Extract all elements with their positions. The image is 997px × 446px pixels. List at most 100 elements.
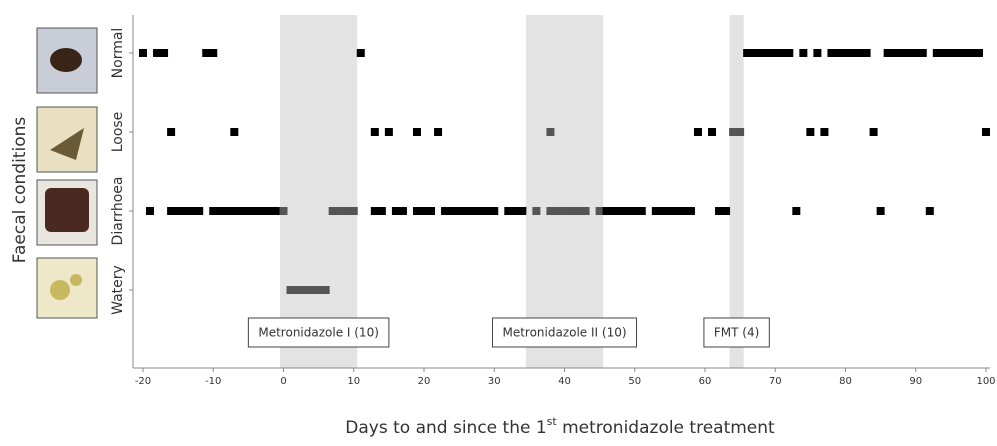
day-marker [160, 49, 168, 57]
day-marker [722, 207, 730, 215]
day-marker [687, 207, 695, 215]
day-marker [553, 207, 561, 215]
periods [280, 15, 744, 368]
day-marker [139, 49, 147, 57]
day-marker [870, 128, 878, 136]
day-marker [230, 207, 238, 215]
day-marker [898, 49, 906, 57]
day-marker [736, 128, 744, 136]
day-marker [631, 207, 639, 215]
day-marker [785, 49, 793, 57]
period-label: FMT (4) [714, 326, 759, 340]
day-marker [343, 207, 351, 215]
day-marker [792, 207, 800, 215]
y-tick-label: Loose [110, 112, 126, 153]
x-tick-label: 20 [418, 376, 431, 387]
y-tick-label: Diarrhoea [110, 177, 126, 246]
x-tick-label: 30 [488, 376, 501, 387]
day-marker [251, 207, 259, 215]
period-label: Metronidazole I (10) [258, 326, 379, 340]
day-marker [504, 207, 512, 215]
day-marker [469, 207, 477, 215]
day-marker [778, 49, 786, 57]
x-axis-title-part: Days to and since the 1 [345, 418, 546, 438]
period-label: Metronidazole II (10) [502, 326, 626, 340]
day-marker [216, 207, 224, 215]
day-marker [434, 128, 442, 136]
x-tick-label: 10 [347, 376, 360, 387]
period-band [280, 15, 357, 368]
day-marker [652, 207, 660, 215]
day-marker [294, 286, 302, 294]
x-tick-label: 50 [628, 376, 641, 387]
day-marker [757, 49, 765, 57]
x-tick-label: 70 [769, 376, 782, 387]
x-tick-label: 40 [558, 376, 571, 387]
day-marker [308, 286, 316, 294]
day-marker [181, 207, 189, 215]
day-marker [258, 207, 266, 215]
x-axis-title-part: metronidazole treatment [557, 418, 775, 438]
day-marker [448, 207, 456, 215]
day-marker [174, 207, 182, 215]
day-marker [462, 207, 470, 215]
image-normal [50, 48, 82, 72]
day-marker [167, 207, 175, 215]
day-marker [863, 49, 871, 57]
day-marker [624, 207, 632, 215]
y-tick-label: Normal [110, 28, 126, 79]
day-marker [694, 128, 702, 136]
condition-images [37, 28, 97, 318]
day-marker [813, 49, 821, 57]
image-watery [70, 274, 82, 286]
day-marker [666, 207, 674, 215]
day-marker [954, 49, 962, 57]
day-marker [223, 207, 231, 215]
day-marker [511, 207, 519, 215]
day-marker [842, 49, 850, 57]
day-marker [673, 207, 681, 215]
day-marker [336, 207, 344, 215]
image-diarrhoea [45, 188, 89, 232]
day-marker [272, 207, 280, 215]
day-marker [399, 207, 407, 215]
chart: Faecal conditions Days to and since the … [0, 0, 997, 442]
x-tick-label: 80 [839, 376, 852, 387]
day-marker [764, 49, 772, 57]
day-marker [265, 207, 273, 215]
y-axis-title: Faecal conditions [10, 117, 30, 264]
day-marker [532, 207, 540, 215]
x-tick-label: 90 [909, 376, 922, 387]
day-marker [575, 207, 583, 215]
x-tick-label: 60 [699, 376, 712, 387]
day-marker [350, 207, 358, 215]
day-marker [546, 207, 554, 215]
day-marker [371, 128, 379, 136]
day-marker [820, 128, 828, 136]
day-marker [926, 207, 934, 215]
day-marker [708, 128, 716, 136]
x-tick-label: -20 [135, 376, 151, 387]
day-marker [729, 128, 737, 136]
day-marker [315, 286, 323, 294]
day-marker [884, 49, 892, 57]
day-marker [834, 49, 842, 57]
day-marker [961, 49, 969, 57]
day-marker [856, 49, 864, 57]
day-marker [455, 207, 463, 215]
day-marker [891, 49, 899, 57]
day-marker [167, 128, 175, 136]
day-marker [413, 128, 421, 136]
day-marker [378, 207, 386, 215]
day-marker [947, 49, 955, 57]
day-marker [244, 207, 252, 215]
day-marker [518, 207, 526, 215]
x-tick-label: 0 [280, 376, 286, 387]
day-marker [237, 207, 245, 215]
day-marker [659, 207, 667, 215]
day-marker [195, 207, 203, 215]
day-marker [490, 207, 498, 215]
day-marker [743, 49, 751, 57]
day-marker [209, 207, 217, 215]
day-marker [912, 49, 920, 57]
